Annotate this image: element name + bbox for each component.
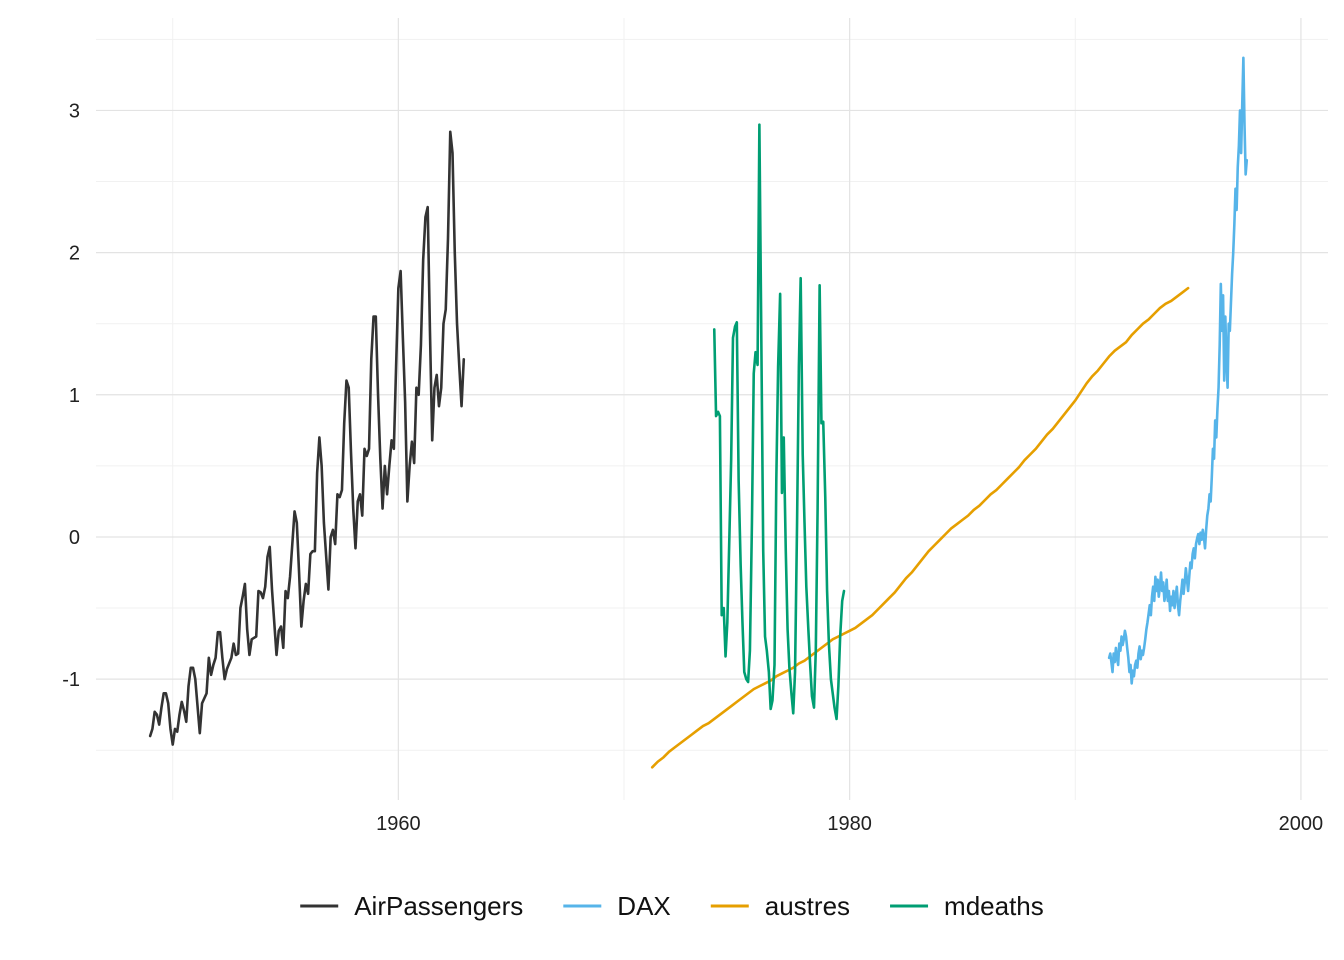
- x-axis-tick-labels: 1960 1980 2000: [376, 813, 1323, 835]
- series-line-dax: [1107, 56, 1249, 685]
- minor-gridlines: [96, 18, 1328, 800]
- x-tick-label: 1960: [376, 813, 421, 835]
- legend-item-dax: DAX: [563, 891, 671, 921]
- series-lines: [148, 56, 1249, 769]
- legend-item-airpassengers: AirPassengers: [300, 891, 523, 921]
- series-line-airpassengers: [148, 130, 466, 746]
- legend-item-austres: austres: [710, 891, 850, 921]
- major-gridlines: [96, 18, 1328, 800]
- y-tick-label: 0: [69, 527, 80, 549]
- legend-item-mdeaths: mdeaths: [890, 891, 1044, 921]
- legend: AirPassengers DAX austres mdeaths: [300, 891, 1044, 921]
- series-line-austres: [650, 286, 1190, 769]
- legend-label: mdeaths: [944, 891, 1044, 921]
- legend-label: DAX: [617, 891, 670, 921]
- legend-label: austres: [765, 891, 850, 921]
- y-tick-label: 3: [69, 100, 80, 122]
- y-tick-label: 2: [69, 243, 80, 265]
- x-tick-label: 2000: [1279, 813, 1324, 835]
- x-tick-label: 1980: [827, 813, 872, 835]
- y-axis-tick-labels: -1 0 1 2 3: [62, 100, 80, 691]
- series-line-mdeaths: [712, 123, 846, 721]
- legend-label: AirPassengers: [354, 891, 523, 921]
- y-tick-label: 1: [69, 385, 80, 407]
- y-tick-label: -1: [62, 669, 80, 691]
